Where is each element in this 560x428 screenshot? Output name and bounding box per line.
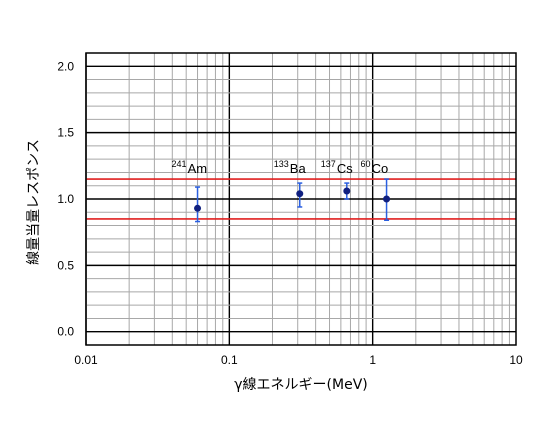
data-point xyxy=(383,195,391,203)
grid xyxy=(85,52,516,346)
element-symbol: Ba xyxy=(290,161,307,176)
data-point xyxy=(296,190,304,198)
point-label: 133Ba xyxy=(274,159,307,176)
y-tick-label: 0.5 xyxy=(57,258,74,272)
x-axis-title: γ線エネルギー(MeV) xyxy=(234,377,367,393)
y-tick-label: 1.5 xyxy=(57,126,74,140)
mass-number: 133 xyxy=(274,159,289,169)
x-tick-labels: 0.01 0.1 1 10 xyxy=(74,353,523,367)
reference-lines xyxy=(86,178,516,220)
y-tick-label: 1.0 xyxy=(57,192,74,206)
x-tick-label: 1 xyxy=(369,353,376,367)
element-symbol: Cs xyxy=(337,161,353,176)
y-tick-label: 2.0 xyxy=(57,59,74,73)
x-tick-label: 10 xyxy=(509,353,523,367)
element-symbol: Co xyxy=(372,161,389,176)
data-points xyxy=(194,178,391,223)
mass-number: 137 xyxy=(321,159,336,169)
y-axis-title: 線量当量レスポンス xyxy=(26,139,42,265)
data-point xyxy=(343,187,351,195)
point-label: 137Cs xyxy=(321,159,353,176)
point-label: 60Co xyxy=(361,159,389,176)
mass-number: 60 xyxy=(361,159,371,169)
x-tick-label: 0.01 xyxy=(74,353,98,367)
element-symbol: Am xyxy=(188,161,208,176)
mass-number: 241 xyxy=(172,159,187,169)
y-tick-label: 0.0 xyxy=(57,325,74,339)
plot-frame xyxy=(85,52,517,346)
data-point xyxy=(194,204,202,212)
point-annotations: 241Am 133Ba 137Cs 60Co xyxy=(172,159,389,176)
y-tick-labels: 0.0 0.5 1.0 1.5 2.0 xyxy=(57,59,74,338)
point-label: 241Am xyxy=(172,159,208,176)
x-tick-label: 0.1 xyxy=(221,353,238,367)
